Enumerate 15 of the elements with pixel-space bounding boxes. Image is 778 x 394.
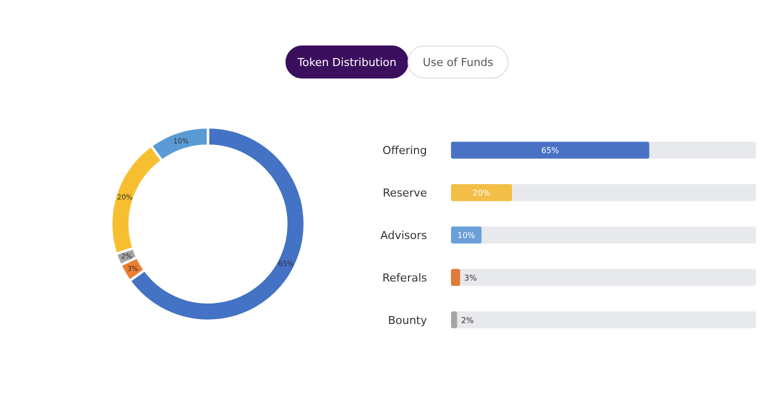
data-label: 10% [457,231,476,240]
bar [451,311,458,328]
bar [451,184,512,202]
y-tick-label: Advisors [380,229,428,242]
y-tick-label: Offering [382,144,427,158]
data-label: 65% [541,146,560,156]
bar [451,268,460,286]
text: Token Distribution [296,56,397,69]
data-label: 3% [464,273,478,282]
y-tick-label: Referals [382,271,428,284]
y-tick-label: Bounty [388,314,428,327]
data-label: 2% [461,316,474,325]
y-tick-label: Reserve [382,186,428,200]
text: Use of Funds [422,56,494,69]
data-label: 20% [472,188,491,198]
